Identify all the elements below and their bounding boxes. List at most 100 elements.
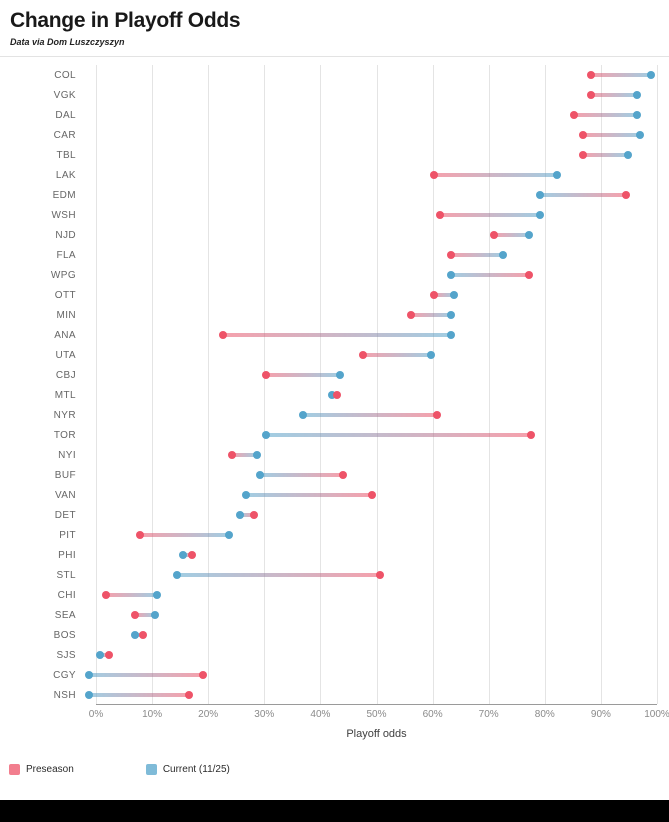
preseason-dot[interactable] [227, 451, 236, 459]
preseason-dot[interactable] [578, 131, 587, 139]
current-dot[interactable] [84, 691, 93, 699]
current-dot[interactable] [553, 171, 562, 179]
preseason-dot[interactable] [367, 491, 376, 499]
team-row: WPG [0, 265, 669, 285]
preseason-dot[interactable] [490, 231, 499, 239]
team-row: CAR [0, 125, 669, 145]
current-dot[interactable] [447, 311, 456, 319]
team-row: PHI [0, 545, 669, 565]
preseason-dot[interactable] [101, 591, 110, 599]
page-title: Change in Playoff Odds [10, 9, 241, 32]
dumbbell-track [86, 285, 657, 305]
current-dot[interactable] [327, 391, 336, 399]
preseason-dot[interactable] [358, 351, 367, 359]
current-dot[interactable] [633, 111, 641, 119]
change-connector [302, 413, 438, 417]
preseason-dot[interactable] [333, 391, 342, 399]
team-row: ANA [0, 325, 669, 345]
gridline [320, 65, 322, 704]
dumbbell-track [86, 545, 657, 565]
team-row: NSH [0, 685, 669, 705]
preseason-dot[interactable] [136, 531, 145, 539]
change-connector [434, 173, 558, 177]
gridlines-overlay [96, 65, 658, 705]
current-dot[interactable] [535, 211, 544, 219]
change-connector [591, 73, 652, 77]
change-connector [494, 233, 529, 237]
change-connector [440, 213, 540, 217]
change-connector [574, 113, 637, 117]
preseason-dot[interactable] [527, 431, 536, 439]
current-dot[interactable] [130, 631, 139, 639]
current-swatch [145, 764, 157, 775]
preseason-dot[interactable] [587, 91, 596, 99]
preseason-dot[interactable] [407, 311, 416, 319]
change-connector [105, 593, 158, 597]
team-row: DET [0, 505, 669, 525]
current-dot[interactable] [633, 91, 641, 99]
preseason-dot[interactable] [447, 251, 456, 259]
team-label: NYR [53, 409, 76, 421]
preseason-dot[interactable] [187, 551, 196, 559]
team-row: CHI [0, 585, 669, 605]
team-row: VGK [0, 85, 669, 105]
current-dot[interactable] [498, 251, 507, 259]
preseason-dot[interactable] [430, 171, 439, 179]
current-dot[interactable] [524, 231, 533, 239]
current-dot[interactable] [173, 571, 182, 579]
dumbbell-track [86, 605, 657, 625]
preseason-dot[interactable] [104, 651, 113, 659]
preseason-dot[interactable] [261, 371, 270, 379]
current-dot[interactable] [236, 511, 245, 519]
team-label: STL [56, 569, 76, 581]
current-dot[interactable] [447, 331, 456, 339]
current-dot[interactable] [647, 71, 656, 79]
current-dot[interactable] [447, 271, 456, 279]
gridline [152, 65, 154, 704]
preseason-dot[interactable] [570, 111, 579, 119]
team-row: NJD [0, 225, 669, 245]
preseason-dot[interactable] [219, 331, 228, 339]
preseason-dot[interactable] [338, 471, 347, 479]
current-dot[interactable] [84, 671, 93, 679]
preseason-dot[interactable] [436, 211, 445, 219]
current-dot[interactable] [153, 591, 162, 599]
preseason-dot[interactable] [130, 611, 139, 619]
gridline [544, 65, 546, 704]
preseason-dot[interactable] [524, 271, 533, 279]
preseason-dot[interactable] [376, 571, 385, 579]
current-dot[interactable] [624, 151, 633, 159]
current-dot[interactable] [635, 131, 644, 139]
current-dot[interactable] [96, 651, 105, 659]
current-dot[interactable] [150, 611, 159, 619]
preseason-dot[interactable] [433, 411, 442, 419]
change-connector [591, 93, 637, 97]
current-dot[interactable] [224, 531, 233, 539]
current-dot[interactable] [253, 451, 262, 459]
current-dot[interactable] [336, 371, 345, 379]
team-row: BOS [0, 625, 669, 645]
team-row: LAK [0, 165, 669, 185]
dumbbell-track [86, 565, 657, 585]
x-axis: 0% 10% 20% 30% 40% 50% 60% 70% 80% 90% 100% [89, 705, 669, 723]
current-dot[interactable] [179, 551, 188, 559]
current-dot[interactable] [427, 351, 436, 359]
preseason-dot[interactable] [250, 511, 259, 519]
preseason-dot[interactable] [621, 191, 630, 199]
preseason-dot[interactable] [578, 151, 587, 159]
current-dot[interactable] [261, 431, 270, 439]
preseason-dot[interactable] [430, 291, 439, 299]
preseason-dot[interactable] [199, 671, 208, 679]
preseason-dot[interactable] [184, 691, 193, 699]
current-dot[interactable] [298, 411, 307, 419]
change-connector [100, 653, 109, 657]
preseason-dot[interactable] [139, 631, 148, 639]
dumbbell-track [86, 185, 657, 205]
preseason-dot[interactable] [587, 71, 596, 79]
current-dot[interactable] [256, 471, 265, 479]
legend-item-preseason: Preseason [9, 764, 74, 775]
dumbbell-track [86, 245, 657, 265]
current-dot[interactable] [535, 191, 544, 199]
current-dot[interactable] [450, 291, 459, 299]
current-dot[interactable] [241, 491, 250, 499]
